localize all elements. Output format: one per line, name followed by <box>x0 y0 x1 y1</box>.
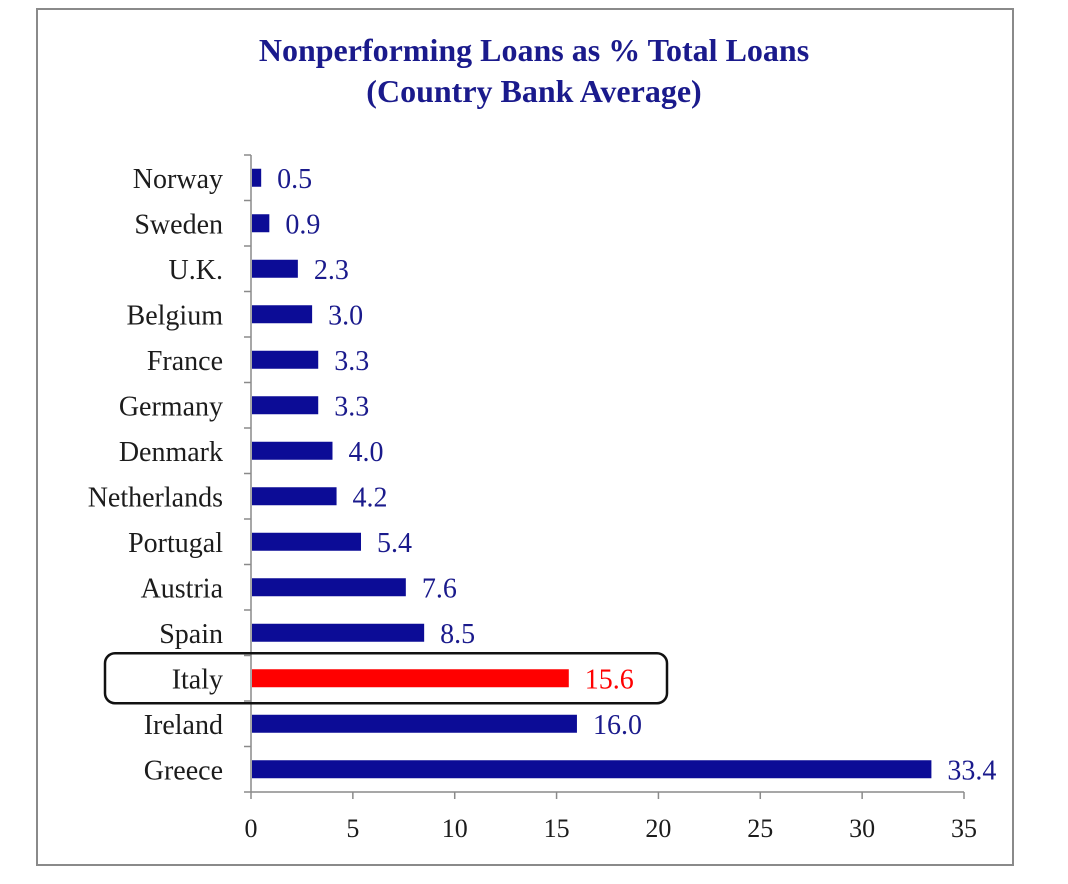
bar-netherlands <box>252 487 337 506</box>
chart-title: Nonperforming Loans as % Total Loans <box>258 32 810 68</box>
x-tick-label: 10 <box>442 814 468 843</box>
value-label: 7.6 <box>422 573 457 604</box>
category-label: Denmark <box>119 437 223 468</box>
bar-france <box>252 350 319 369</box>
x-tick-label: 30 <box>849 814 875 843</box>
category-label: Germany <box>119 391 223 422</box>
chart-title-block: Nonperforming Loans as % Total Loans (Co… <box>0 30 1068 112</box>
bars-layer <box>252 168 932 779</box>
category-label: Belgium <box>127 300 224 331</box>
value-label: 33.4 <box>947 755 996 786</box>
value-label: 8.5 <box>440 619 475 650</box>
bar-belgium <box>252 305 313 324</box>
category-label: Greece <box>144 755 223 786</box>
bar-italy <box>252 669 569 688</box>
category-label: Portugal <box>128 528 223 559</box>
category-label: Sweden <box>134 209 223 240</box>
x-tick-label: 5 <box>346 814 359 843</box>
category-label: Ireland <box>144 710 223 741</box>
bar-ireland <box>252 714 577 733</box>
bar-spain <box>252 623 425 642</box>
x-tick-label: 0 <box>245 814 258 843</box>
category-label: Norway <box>133 164 223 195</box>
bar-portugal <box>252 532 362 551</box>
value-label: 2.3 <box>314 255 349 286</box>
bar-germany <box>252 396 319 415</box>
value-label: 4.0 <box>348 437 383 468</box>
axis-layer <box>244 154 965 799</box>
bar-norway <box>252 168 262 187</box>
bar-austria <box>252 578 406 597</box>
x-tick-label: 20 <box>645 814 671 843</box>
x-tick-label: 15 <box>544 814 570 843</box>
chart-subtitle: (Country Bank Average) <box>366 73 702 109</box>
value-label: 15.6 <box>585 664 634 695</box>
bar-u-k <box>252 259 298 278</box>
highlight-box <box>103 652 669 705</box>
value-label: 3.3 <box>334 346 369 377</box>
value-label: 3.3 <box>334 391 369 422</box>
value-label: 16.0 <box>593 710 642 741</box>
category-label: Spain <box>159 619 223 650</box>
category-label: Netherlands <box>88 482 223 513</box>
value-label: 3.0 <box>328 300 363 331</box>
labels-layer: 0 5 10 15 20 25 30 35 Norway 0.5 Sweden 0.9 U.K. 2.3 B… <box>88 164 997 843</box>
x-tick-label: 35 <box>951 814 977 843</box>
value-label: 5.4 <box>377 528 412 559</box>
value-label: 4.2 <box>353 482 388 513</box>
category-label: Austria <box>141 573 224 604</box>
bar-greece <box>252 760 932 779</box>
x-tick-label: 25 <box>747 814 773 843</box>
category-label: U.K. <box>169 255 223 286</box>
category-label: Italy <box>172 664 223 695</box>
bar-sweden <box>252 214 270 233</box>
value-label: 0.9 <box>285 209 320 240</box>
value-label: 0.5 <box>277 164 312 195</box>
bar-denmark <box>252 441 333 460</box>
category-label: France <box>147 346 223 377</box>
